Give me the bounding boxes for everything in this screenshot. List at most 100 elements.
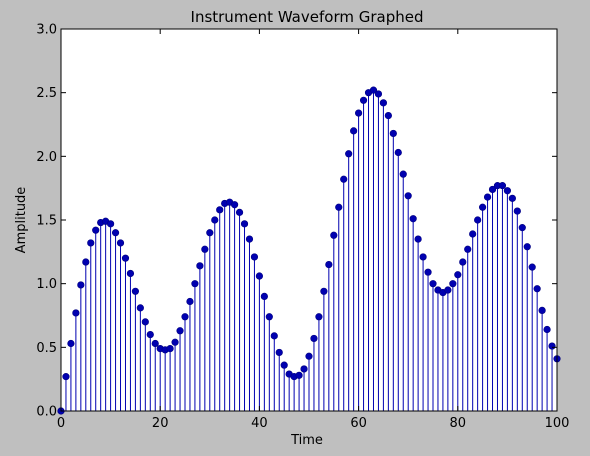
stem-marker <box>488 185 497 194</box>
stem-markers <box>57 86 561 415</box>
stem-marker <box>245 235 254 243</box>
stem-marker <box>350 127 358 135</box>
stem-marker <box>404 192 412 200</box>
stem-marker <box>206 229 214 237</box>
stem-marker <box>340 175 348 183</box>
y-tick-label: 3.0 <box>36 23 57 38</box>
axis-tick-labels: 0 20 40 60 80 100 0.0 0.5 1.0 1.5 2.0 2.5 3.0 <box>36 23 569 432</box>
stem-marker <box>315 313 323 321</box>
stem-marker <box>295 371 303 379</box>
stem-marker <box>72 309 80 317</box>
stem-marker <box>136 304 144 312</box>
stem-marker <box>181 313 189 321</box>
y-tick-label: 2.0 <box>36 150 57 165</box>
stem-marker <box>250 253 259 261</box>
stem-marker <box>201 245 209 253</box>
stem-marker <box>369 86 378 94</box>
x-tick-label: 60 <box>350 416 367 431</box>
stem-marker <box>62 373 70 381</box>
stem-marker <box>355 109 363 117</box>
stem-marker <box>211 216 219 224</box>
stem-marker <box>384 111 392 120</box>
stem-marker <box>141 318 149 326</box>
stem-marker <box>538 306 546 315</box>
stem-lines <box>65 90 558 411</box>
stem-marker <box>166 345 174 353</box>
stem-marker <box>464 245 472 253</box>
stem-marker <box>394 148 402 157</box>
stem-marker <box>330 231 338 239</box>
stem-marker <box>503 187 512 195</box>
stem-marker <box>176 327 184 335</box>
stem-marker <box>498 182 507 190</box>
y-tick-label: 0.5 <box>36 341 57 356</box>
stem-marker <box>240 220 249 228</box>
stem-marker <box>449 280 457 288</box>
stem-marker <box>469 230 477 238</box>
stem-marker <box>454 271 462 279</box>
stem-marker <box>77 281 85 289</box>
stem-marker <box>325 260 333 269</box>
axis-ticks <box>60 28 558 412</box>
stem-marker <box>151 339 159 348</box>
stem-marker <box>82 258 90 266</box>
stem-marker <box>216 206 224 214</box>
stem-marker <box>345 150 353 158</box>
stem-marker <box>67 339 75 348</box>
x-tick-label: 100 <box>545 416 570 431</box>
y-axis-label: Amplitude <box>14 187 29 254</box>
x-tick-label: 80 <box>450 416 467 431</box>
stem-marker <box>235 208 244 216</box>
stem-marker <box>305 352 313 360</box>
stem-marker <box>111 229 120 237</box>
y-tick-label: 1.0 <box>36 277 57 292</box>
stem-marker <box>126 269 135 278</box>
stem-marker <box>92 226 100 234</box>
stem-marker <box>479 203 487 211</box>
stem-marker <box>374 90 383 98</box>
stem-marker <box>275 348 283 357</box>
stem-marker <box>508 194 516 202</box>
y-tick-label: 1.5 <box>36 214 57 229</box>
y-tick-label: 2.5 <box>36 86 57 101</box>
stem-marker <box>121 254 130 262</box>
stem-marker <box>483 193 492 201</box>
stem-marker <box>359 96 368 104</box>
stem-marker <box>320 287 328 295</box>
stem-marker <box>543 325 551 334</box>
chart-title: Instrument Waveform Graphed <box>191 8 424 26</box>
stem-marker <box>255 272 264 280</box>
stem-marker <box>310 334 318 343</box>
stem-marker <box>379 99 388 107</box>
stem-marker <box>459 258 467 266</box>
x-tick-label: 20 <box>152 416 169 431</box>
stem-marker <box>106 220 115 228</box>
stem-marker <box>389 129 397 138</box>
stem-marker <box>424 268 432 276</box>
stem-marker <box>231 201 239 209</box>
y-tick-label: 0.0 <box>36 405 57 420</box>
stem-marker <box>146 331 154 339</box>
stem-marker <box>444 286 452 294</box>
stem-marker <box>87 239 95 247</box>
stem-marker <box>191 280 199 288</box>
stem-marker <box>196 262 204 270</box>
stem-marker <box>280 361 288 369</box>
stem-marker <box>474 216 482 224</box>
stem-marker <box>533 285 541 293</box>
stem-marker <box>523 243 531 251</box>
stem-marker <box>419 253 427 261</box>
stem-marker <box>260 292 268 301</box>
x-tick-label: 0 <box>57 416 65 431</box>
stem-marker <box>518 224 526 232</box>
stem-marker <box>116 239 125 247</box>
stem-marker <box>335 203 343 211</box>
stem-marker <box>414 235 422 243</box>
stem-marker <box>528 263 536 271</box>
stem-marker <box>513 207 521 215</box>
stem-marker <box>186 297 194 306</box>
stem-marker <box>300 365 308 373</box>
stem-marker <box>548 342 556 350</box>
